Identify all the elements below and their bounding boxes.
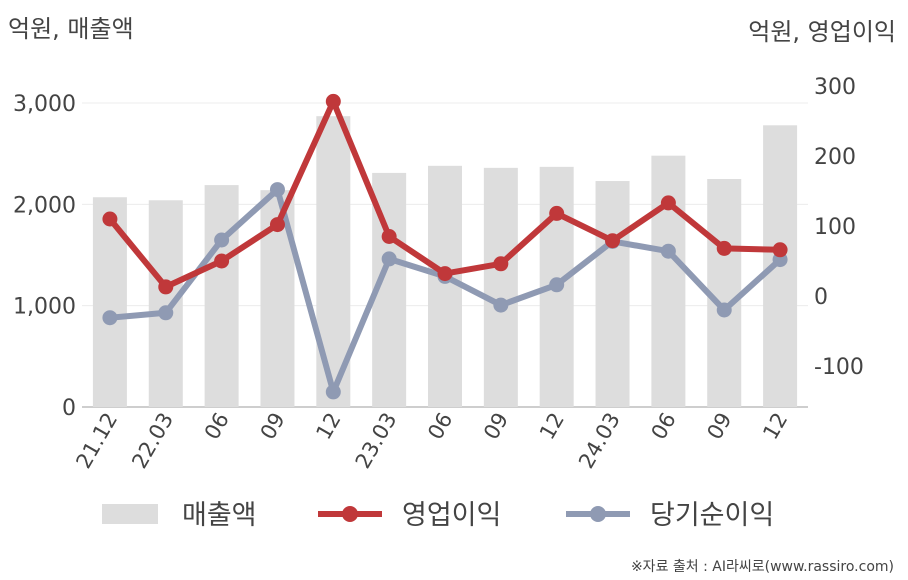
x-tick-label: 06: [647, 409, 681, 444]
x-tick-label: 24.03: [574, 409, 625, 473]
point-영업이익: [269, 217, 285, 233]
bar-매출액: [92, 197, 127, 407]
legend-label-당기순이익: 당기순이익: [650, 500, 774, 531]
point-당기순이익: [549, 277, 565, 293]
bar-매출액: [707, 179, 742, 407]
point-영업이익: [660, 195, 676, 211]
legend-swatch-매출액: [102, 504, 158, 524]
point-당기순이익: [716, 302, 732, 318]
x-tick-label: 09: [479, 409, 513, 444]
left-tick-label: 1,000: [13, 295, 76, 320]
x-tick-label: 09: [702, 409, 736, 444]
bar-매출액: [428, 165, 462, 407]
point-당기순이익: [660, 243, 676, 259]
bar-매출액: [483, 167, 518, 407]
bar-매출액: [595, 181, 630, 407]
source-note: ※자료 출처 : AI라씨로(www.rassiro.com): [631, 559, 894, 575]
right-tick-label: 300: [814, 75, 856, 100]
point-영업이익: [716, 240, 732, 256]
x-tick-label: 23.03: [351, 409, 402, 473]
x-tick-label: 21.12: [71, 409, 122, 473]
left-tick-label: 3,000: [13, 92, 76, 117]
x-tick-label: 12: [535, 409, 569, 444]
point-당기순이익: [102, 310, 118, 326]
point-영업이익: [158, 279, 174, 295]
point-당기순이익: [269, 182, 285, 198]
legend-marker-영업이익: [342, 506, 358, 522]
point-당기순이익: [158, 305, 174, 321]
point-영업이익: [381, 229, 397, 244]
line-series: [102, 93, 788, 400]
bar-매출액: [651, 155, 686, 407]
point-영업이익: [493, 256, 509, 272]
legend-marker-당기순이익: [590, 506, 606, 522]
right-axis-label: 억원, 영업이익: [748, 18, 896, 46]
x-tick-label: 06: [200, 409, 234, 444]
point-당기순이익: [325, 384, 341, 400]
right-tick-label: 100: [814, 215, 856, 240]
right-tick-label: -100: [814, 355, 864, 380]
x-tick-label: 12: [758, 409, 792, 444]
x-tick-label: 06: [423, 409, 457, 444]
point-영업이익: [437, 266, 453, 282]
left-tick-label: 0: [62, 396, 76, 421]
left-axis-label: 억원, 매출액: [8, 15, 134, 43]
point-영업이익: [325, 93, 341, 109]
bar-series: [92, 116, 798, 407]
right-tick-label: 200: [814, 145, 856, 170]
left-tick-label: 2,000: [13, 193, 76, 218]
point-영업이익: [772, 242, 788, 258]
point-영업이익: [549, 205, 565, 221]
right-tick-label: 0: [814, 285, 828, 310]
legend-label-영업이익: 영업이익: [402, 500, 501, 531]
point-영업이익: [102, 211, 118, 227]
point-당기순이익: [493, 297, 509, 313]
legend-label-매출액: 매출액: [182, 500, 257, 531]
bar-매출액: [204, 185, 239, 407]
point-당기순이익: [214, 232, 230, 248]
point-영업이익: [214, 253, 230, 269]
point-당기순이익: [381, 251, 397, 267]
x-tick-label: 12: [311, 409, 345, 444]
bar-매출액: [148, 200, 183, 407]
x-tick-label: 09: [256, 409, 290, 444]
x-tick-label: 22.03: [127, 409, 178, 473]
legend: 매출액 영업이익 당기순이익: [102, 500, 774, 531]
point-영업이익: [605, 233, 621, 249]
